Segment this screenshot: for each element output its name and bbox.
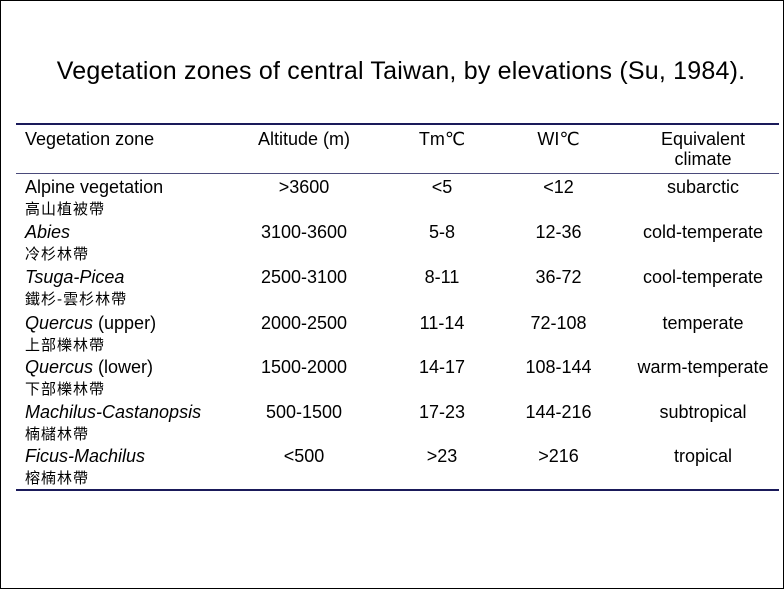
wi-cell: 12-36 <box>535 222 582 242</box>
header-climate-line-2: climate <box>674 149 732 169</box>
altitude-cell: 500-1500 <box>265 402 343 422</box>
tm-cell: >23 <box>426 446 458 466</box>
header-vegetation-zone: Vegetation zone <box>25 129 155 149</box>
climate-cell: subtropical <box>659 402 747 422</box>
table-row-zone-name: Abies <box>25 222 70 242</box>
zone-name-chinese: 上部櫟林帶 <box>25 336 106 354</box>
zone-name-italic: Machilus-Castanopsis <box>25 402 202 422</box>
table-top-rule <box>16 123 779 125</box>
altitude-cell: 2500-3100 <box>260 267 348 287</box>
table-bottom-rule <box>16 489 779 491</box>
wi-cell: 108-144 <box>525 357 592 377</box>
climate-cell: warm-temperate <box>637 357 769 377</box>
zone-name-italic: Ficus-Machilus <box>25 446 146 466</box>
tm-cell: 17-23 <box>418 402 466 422</box>
altitude-cell: 3100-3600 <box>260 222 348 242</box>
tm-cell: 11-14 <box>419 313 465 333</box>
header-equivalent-climate: Equivalent climate <box>623 129 783 169</box>
header-climate-line-1: Equivalent <box>660 129 746 149</box>
zone-name-chinese: 榕楠林帶 <box>25 469 90 487</box>
climate-cell: cool-temperate <box>642 267 764 287</box>
climate-cell: temperate <box>662 313 744 333</box>
climate-cell: cold-temperate <box>642 222 764 242</box>
table-row-zone-name: Quercus (lower) <box>25 357 153 377</box>
tm-cell: 14-17 <box>418 357 466 377</box>
altitude-cell: 1500-2000 <box>260 357 348 377</box>
wi-cell: >216 <box>538 446 579 466</box>
table-row-zone-name: Tsuga-Picea <box>25 267 124 287</box>
climate-cell: subarctic <box>666 177 740 197</box>
zone-name-chinese: 楠櫧林帶 <box>25 425 90 443</box>
zone-name-italic: Quercus <box>25 357 94 377</box>
zone-name-plain: (lower) <box>93 357 154 377</box>
table-header-rule <box>16 173 779 174</box>
wi-cell: <12 <box>543 177 574 197</box>
slide-title: Vegetation zones of central Taiwan, by e… <box>56 57 746 85</box>
header-altitude: Altitude (m) <box>257 129 351 149</box>
zone-name-chinese: 冷杉林帶 <box>25 245 90 263</box>
zone-name-chinese: 下部櫟林帶 <box>25 380 106 398</box>
table-row-zone-name: Quercus (upper) <box>25 313 156 333</box>
zone-name-chinese: 鐵杉-雲杉林帶 <box>25 290 128 308</box>
table-row-zone-name: Machilus-Castanopsis <box>25 402 201 422</box>
wi-cell: 144-216 <box>525 402 592 422</box>
climate-cell: tropical <box>673 446 733 466</box>
zone-name-italic: Abies <box>25 222 71 242</box>
altitude-cell: >3600 <box>278 177 330 197</box>
table-row-zone-name: Alpine vegetation <box>25 177 163 197</box>
table-row-zone-name: Ficus-Machilus <box>25 446 145 466</box>
zone-name-plain: (upper) <box>93 313 157 333</box>
zone-name-chinese: 高山植被帶 <box>25 200 106 218</box>
header-wi: WI℃ <box>537 129 580 149</box>
tm-cell: 5-8 <box>428 222 455 242</box>
tm-cell: 8-11 <box>424 267 460 287</box>
tm-cell: <5 <box>431 177 453 197</box>
altitude-cell: 2000-2500 <box>260 313 348 333</box>
header-tm: Tm℃ <box>418 129 466 149</box>
altitude-cell: <500 <box>283 446 325 466</box>
zone-name-plain: Alpine vegetation <box>25 177 164 197</box>
zone-name-italic: Tsuga-Picea <box>25 267 125 287</box>
wi-cell: 72-108 <box>530 313 587 333</box>
zone-name-italic: Quercus <box>25 313 94 333</box>
wi-cell: 36-72 <box>535 267 582 287</box>
